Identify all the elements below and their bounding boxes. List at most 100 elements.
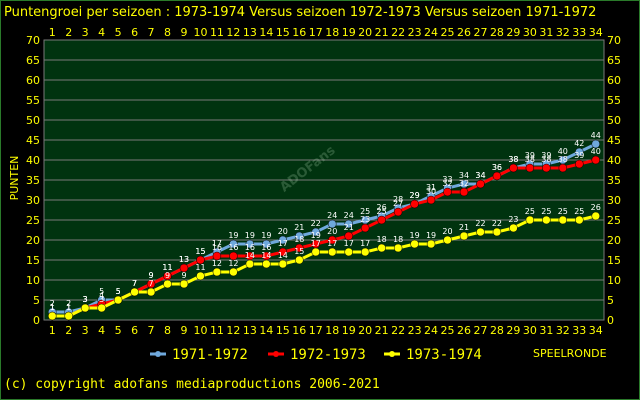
data-point [591,155,601,165]
series-line [52,214,597,318]
series-line [52,158,597,318]
x-tick-bottom: 5 [115,324,122,337]
y-tick-left: 20 [26,234,40,247]
y-tick-right: 15 [607,254,621,267]
data-label: 39 [525,151,535,160]
x-tick-top: 26 [457,26,471,39]
data-point [327,247,337,257]
data-label: 1 [50,303,55,312]
data-point [443,187,452,197]
x-tick-bottom: 12 [226,324,240,337]
data-point [459,187,469,197]
data-label: 32 [442,179,452,188]
data-point [295,231,304,241]
data-label: 7 [132,279,137,288]
data-label: 3 [99,295,104,304]
data-label: 25 [574,207,584,216]
data-point [229,251,238,261]
data-point [492,171,502,181]
data-label: 24 [344,211,354,220]
data-label: 38 [508,155,518,164]
x-tick-bottom: 18 [325,324,339,337]
y-tick-left: 55 [26,94,40,107]
data-label: 1 [66,303,71,312]
data-label: 16 [212,243,222,252]
x-tick-bottom: 15 [276,324,290,337]
data-point [393,207,403,217]
data-point [377,243,386,253]
legend-marker [155,351,161,357]
x-tick-bottom: 1 [49,324,56,337]
data-label: 38 [541,155,551,164]
data-label: 12 [212,259,222,268]
x-tick-top: 9 [181,26,188,39]
x-tick-bottom: 14 [259,324,273,337]
data-point [196,255,205,265]
data-label: 3 [83,295,88,304]
data-label: 36 [492,163,502,172]
data-label: 11 [162,263,172,272]
data-label: 20 [327,227,337,236]
data-label: 7 [132,279,137,288]
x-tick-bottom: 9 [181,324,188,337]
data-label: 25 [541,207,551,216]
x-tick-bottom: 16 [292,324,306,337]
data-point [575,147,584,157]
data-label: 15 [294,247,304,256]
x-tick-top: 8 [164,26,171,39]
data-point [196,271,205,281]
data-label: 5 [99,287,104,296]
data-label: 36 [492,163,502,172]
x-tick-bottom: 23 [408,324,422,337]
legend-marker [389,351,395,357]
data-label: 39 [541,151,551,160]
data-point [212,251,222,261]
data-point [163,279,172,289]
data-point [278,247,288,257]
data-point [360,223,370,233]
data-label: 34 [459,171,469,180]
x-tick-bottom: 24 [424,324,438,337]
y-tick-right: 65 [607,54,621,67]
y-tick-right: 25 [607,214,621,227]
x-tick-top: 16 [292,26,306,39]
x-tick-bottom: 4 [98,324,105,337]
data-point [229,239,238,249]
x-tick-bottom: 25 [441,324,455,337]
data-label: 22 [475,219,485,228]
data-label: 19 [426,231,436,240]
data-point [344,247,353,257]
data-label: 19 [245,231,255,240]
x-tick-bottom: 2 [65,324,72,337]
y-tick-left: 10 [26,274,40,287]
data-point [212,267,222,277]
x-tick-top: 19 [342,26,356,39]
data-label: 29 [409,191,419,200]
x-tick-top: 29 [506,26,520,39]
data-point [459,231,469,241]
y-tick-right: 0 [607,314,614,327]
data-label: 5 [116,287,121,296]
x-tick-top: 23 [408,26,422,39]
legend-marker [273,351,279,357]
x-tick-top: 18 [325,26,339,39]
x-tick-bottom: 3 [82,324,89,337]
data-point [558,215,568,225]
data-label: 30 [426,187,436,196]
data-label: 19 [228,231,238,240]
data-label: 25 [360,207,370,216]
y-tick-right: 50 [607,114,621,127]
legend-label: 1972-1973 [290,347,366,363]
data-point [377,215,386,225]
data-label: 20 [442,227,452,236]
data-label: 40 [558,147,568,156]
data-point [262,239,271,249]
data-point [229,267,238,277]
y-tick-right: 45 [607,134,621,147]
data-label: 11 [195,263,205,272]
data-label: 14 [278,251,288,260]
y-tick-right: 35 [607,174,621,187]
data-label: 1 [50,303,55,312]
